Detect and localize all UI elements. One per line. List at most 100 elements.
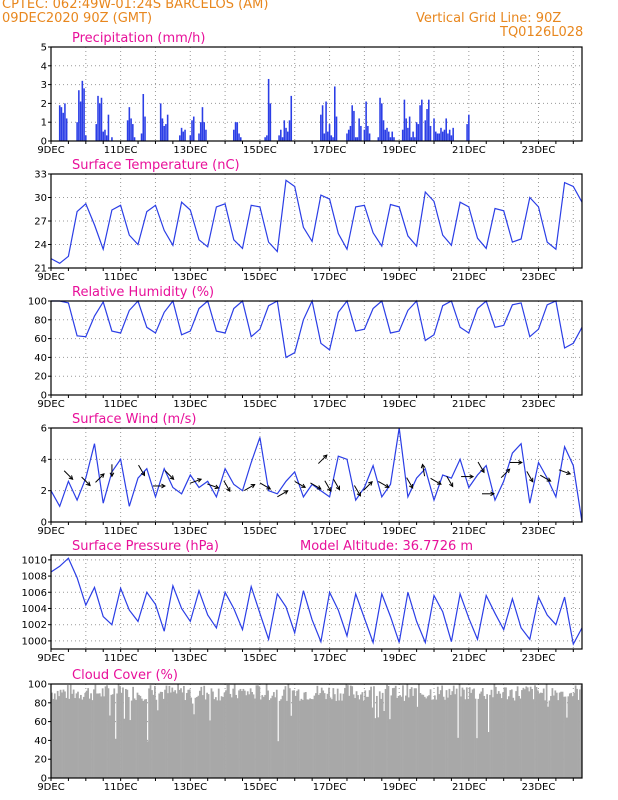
cloud-bar <box>441 685 444 778</box>
precip-bar <box>165 124 167 141</box>
cloud-bar <box>261 695 264 778</box>
cloud-bar <box>487 732 490 778</box>
x-tick-label: 13DEC <box>173 272 207 283</box>
x-tick-label: 21DEC <box>452 145 486 156</box>
y-tick-label: 33 <box>34 170 47 181</box>
wind-arrow-head <box>335 485 341 491</box>
cloud-bar <box>476 738 478 778</box>
cloud-bar <box>357 695 359 778</box>
cloud-bar <box>519 698 522 778</box>
wind-arrow-head <box>368 480 373 486</box>
precip-bar <box>264 137 266 141</box>
cloud-bar <box>371 707 374 778</box>
cloud-bar <box>510 689 513 778</box>
cloud-bar <box>185 693 188 778</box>
panel-2 <box>48 173 583 271</box>
cloud-bar <box>280 699 282 778</box>
x-tick-label: 19DEC <box>382 145 416 156</box>
y-tick-label: 0 <box>41 774 47 785</box>
y-tick-label: 3 <box>41 80 47 91</box>
cloud-bar <box>75 693 78 778</box>
cloud-bar <box>386 684 388 778</box>
cloud-bar <box>284 686 287 778</box>
cloud-bar <box>93 689 95 778</box>
wind-arrow-head <box>301 483 307 488</box>
cloud-bar <box>51 692 53 778</box>
cloud-bar <box>180 688 182 778</box>
cloud-bar <box>216 700 219 778</box>
cloud-bar <box>516 686 519 778</box>
precip-bar <box>130 118 132 141</box>
precip-bar <box>83 88 85 141</box>
wind-arrow-shaft <box>259 482 271 490</box>
wind-arrow-head <box>214 484 220 490</box>
cloud-bar <box>65 697 68 778</box>
x-tick-label: 9DEC <box>37 653 64 664</box>
x-tick-label: 9DEC <box>37 272 64 283</box>
precip-bar <box>353 110 355 141</box>
panel-title: Relative Humidity (%) <box>72 285 214 300</box>
precip-bar <box>335 116 338 141</box>
cloud-bar <box>303 692 306 778</box>
cloud-bar <box>439 690 442 778</box>
cloud-bar <box>523 689 526 778</box>
precip-bar <box>387 131 390 141</box>
cloud-bar <box>568 693 571 778</box>
x-tick-label: 23DEC <box>522 653 556 664</box>
cloud-bar <box>391 688 394 778</box>
x-tick-label: 15DEC <box>243 145 277 156</box>
cloud-bar <box>275 689 278 778</box>
x-tick-label: 9DEC <box>37 145 64 156</box>
cloud-bar <box>542 688 545 778</box>
cloud-bar <box>329 697 332 778</box>
cloud-bar <box>422 694 425 778</box>
cloud-bar <box>532 699 535 778</box>
cloud-bar <box>468 687 471 778</box>
cloud-bar <box>187 689 190 778</box>
wind-arrow-head <box>169 475 175 480</box>
x-tick-label: 17DEC <box>313 145 347 156</box>
cloud-bar <box>146 741 149 778</box>
wind-arrow-head <box>316 485 322 490</box>
x-tick-label: 21DEC <box>452 653 486 664</box>
wind-arrow-head <box>490 491 496 497</box>
cloud-bar <box>66 685 69 778</box>
cloud-bar <box>183 685 185 778</box>
cloud-bar <box>257 685 259 778</box>
y-tick-label: 60 <box>34 334 47 345</box>
cloud-bar <box>566 717 568 778</box>
cloud-bar <box>161 691 164 778</box>
cloud-bar <box>206 692 208 778</box>
precip-bar <box>445 118 447 141</box>
cloud-bar <box>550 695 552 778</box>
cloud-bar <box>130 700 133 778</box>
cloud-bar <box>389 719 391 778</box>
cloud-bar <box>345 684 348 778</box>
cloud-bar <box>310 699 313 778</box>
cloud-bar <box>181 692 184 778</box>
cloud-bar <box>425 698 428 778</box>
cloud-bar <box>159 691 162 778</box>
cloud-bar <box>420 694 423 778</box>
cloud-bar <box>165 685 168 778</box>
cloud-bar <box>210 688 213 778</box>
cloud-bar <box>291 690 294 778</box>
wind-arrow-shaft <box>138 464 145 476</box>
y-tick-label: 21 <box>34 264 47 275</box>
cloud-bar <box>323 693 326 778</box>
y-tick-label: 1 <box>41 118 47 129</box>
wind-arrow-head <box>384 483 390 488</box>
cloud-bar <box>349 685 352 778</box>
y-tick-label: 80 <box>34 698 47 709</box>
x-tick-label: 11DEC <box>104 272 138 283</box>
cloud-bar <box>294 695 297 778</box>
header-model: TQ0126L028 <box>500 25 584 40</box>
y-tick-label: 60 <box>34 717 47 728</box>
wind-arrow-head <box>283 490 289 495</box>
cloud-bar <box>290 715 293 778</box>
x-tick-label: 11DEC <box>104 653 138 664</box>
precip-bar <box>288 120 291 141</box>
cloud-bar <box>136 692 139 778</box>
cloud-bar <box>365 696 368 778</box>
cloud-bar <box>293 690 296 778</box>
